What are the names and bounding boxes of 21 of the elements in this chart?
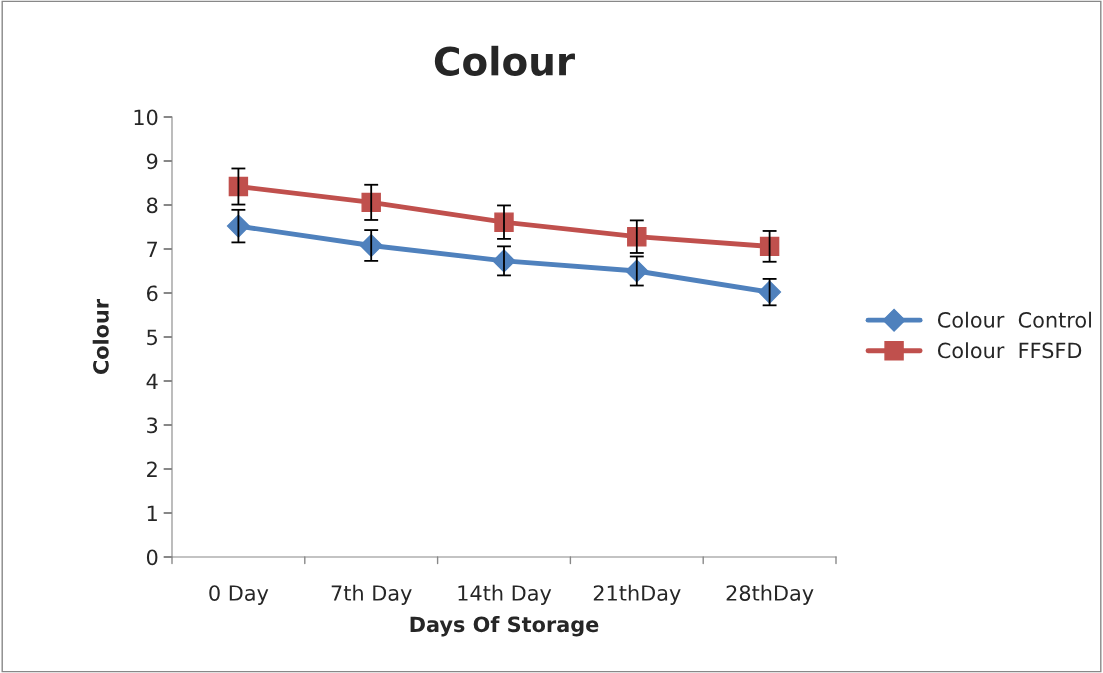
y-axis-title: Colour [92, 298, 109, 375]
y-tick-label: 5 [147, 329, 157, 346]
y-tick-label: 0 [146, 549, 158, 566]
legend-label: Colour FFSFD [937, 342, 1082, 359]
legend-label: Colour Control [937, 311, 1091, 328]
y-tick-label: 4 [146, 373, 158, 389]
y-tick-label: 6 [147, 285, 158, 302]
x-tick-label: 28thDay [726, 584, 814, 605]
x-tick-label: 14th Day [458, 584, 552, 605]
chart-title: Colour [434, 45, 575, 76]
y-tick-label: 2 [147, 461, 157, 477]
x-axis-title: Days Of Storage [410, 616, 599, 637]
y-tick-label: 1 [147, 505, 157, 521]
y-tick-label: 7 [147, 241, 158, 257]
x-tick-label: 0 Day [209, 585, 269, 605]
x-tick-label: 21thDay [593, 584, 681, 605]
y-tick-label: 3 [147, 417, 158, 434]
y-tick-label: 8 [146, 197, 158, 214]
x-tick-label: 7th Day [331, 584, 412, 605]
y-tick-label: 10 [134, 109, 158, 126]
y-tick-label: 9 [146, 153, 158, 170]
